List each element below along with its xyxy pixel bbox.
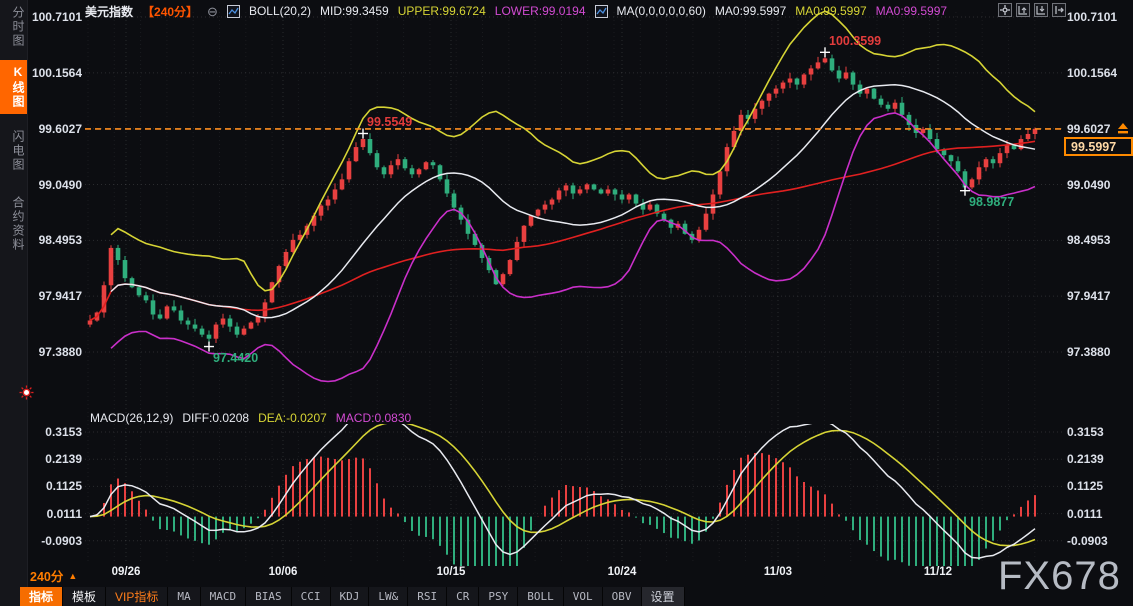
toolbar-tab-10[interactable]: RSI — [408, 587, 448, 606]
price-axis-label-left: 99.0490 — [38, 177, 82, 192]
macd-axis-label-right: -0.0903 — [1067, 533, 1108, 548]
toolbar-tab-6[interactable]: BIAS — [246, 587, 292, 606]
toolbar-tab-16[interactable]: 设置 — [641, 587, 685, 606]
price-axis-label-right: 97.9417 — [1067, 289, 1111, 304]
indicator-header: 美元指数 【240分】 ⊖ BOLL(20,2) MID:99.3459 UPP… — [85, 3, 947, 19]
toolbar-tab-15[interactable]: OBV — [602, 587, 642, 606]
extreme-label: 97.4420 — [213, 350, 259, 365]
sidebar-item-4[interactable]: 合约资料 — [11, 196, 25, 252]
price-axis-label-left: 99.6027 — [38, 121, 82, 136]
toolbar-tab-12[interactable]: PSY — [479, 587, 519, 606]
date-label: 10/15 — [436, 566, 466, 578]
toolbar-tab-4[interactable]: MA — [168, 587, 201, 606]
date-label: 11/03 — [763, 566, 793, 578]
period-selector-label: 240分 — [30, 570, 64, 584]
macd-axis-label-left: 0.3153 — [45, 425, 82, 439]
ma-params: MA(0,0,0,0,0,60) — [616, 4, 706, 18]
price-axis-label-right: 99.6027 — [1067, 121, 1111, 136]
ma0-value-3: MA0:99.5997 — [875, 4, 948, 18]
macd-axis-label-right: 0.2139 — [1067, 452, 1104, 467]
price-axis-label-left: 100.1564 — [31, 65, 82, 80]
watermark: FX678 — [998, 554, 1121, 598]
date-label: 11/12 — [923, 566, 953, 578]
macd-axis-label-left: -0.0903 — [41, 533, 82, 548]
macd-axis-label-right: 0.0111 — [1067, 506, 1103, 521]
period-label: 【240分】 — [142, 4, 199, 19]
pan-right-icon[interactable] — [1052, 3, 1066, 17]
toolbar-tab-2[interactable]: 模板 — [63, 587, 107, 606]
price-axis-label-left: 97.3880 — [38, 345, 82, 359]
macd-axis-label-right: 0.1125 — [1067, 479, 1104, 494]
chart-tools — [998, 3, 1066, 17]
price-axis-label-right: 100.7101 — [1067, 10, 1118, 24]
boll-mid-value: MID:99.3459 — [320, 4, 389, 18]
macd-axis-label-left: 0.1125 — [45, 479, 82, 494]
date-label: 09/26 — [111, 566, 141, 578]
macd-axis-label-right: 0.3153 — [1067, 425, 1104, 439]
price-axis-label-right: 98.4953 — [1067, 233, 1111, 248]
price-axis-label-right: 100.1564 — [1067, 65, 1118, 80]
sidebar-item-2[interactable]: K线图 — [0, 60, 27, 114]
scale-down-icon[interactable] — [1034, 3, 1048, 17]
price-alert-icon[interactable] — [1116, 122, 1130, 135]
macd-axis-label-left: 0.0111 — [46, 506, 82, 521]
crosshair-icon[interactable] — [998, 3, 1012, 17]
sidebar-item-3[interactable]: 闪电图 — [11, 130, 25, 172]
sidebar-item-1[interactable]: 分时图 — [11, 6, 25, 48]
date-label: 10/24 — [607, 566, 637, 578]
alert-icon[interactable] — [19, 385, 34, 400]
period-up-icon: ▲ — [68, 570, 78, 581]
collapse-icon[interactable]: ⊖ — [207, 3, 218, 19]
toolbar-tab-3[interactable]: VIP指标 — [106, 587, 169, 606]
toolbar-tab-11[interactable]: CR — [447, 587, 480, 606]
period-selector-button[interactable]: 240分 ▲ — [30, 566, 77, 585]
scale-up-icon[interactable] — [1016, 3, 1030, 17]
macd-header: MACD(26,12,9) DIFF:0.0208 DEA:-0.0207 MA… — [90, 411, 411, 425]
ma0-value-1: MA0:99.5997 — [714, 4, 787, 18]
extreme-label: 98.9877 — [969, 194, 1015, 209]
boll-params: BOLL(20,2) — [248, 4, 311, 18]
macd-axis-label-left: 0.2139 — [45, 452, 82, 467]
macd-dea-value: DEA:-0.0207 — [258, 411, 327, 425]
price-axis-label-right: 97.3880 — [1067, 345, 1111, 359]
extreme-label: 100.3599 — [829, 34, 882, 49]
toolbar-tab-5[interactable]: MACD — [200, 587, 247, 606]
price-axis-label-left: 100.7101 — [31, 10, 82, 24]
ma0-value-2: MA0:99.5997 — [795, 4, 867, 18]
toolbar-tab-14[interactable]: VOL — [563, 587, 603, 606]
macd-macd-value: MACD:0.0830 — [335, 411, 412, 425]
macd-params: MACD(26,12,9) — [90, 411, 174, 425]
boll-lower-value: LOWER:99.0194 — [494, 4, 586, 18]
toolbar-tab-13[interactable]: BOLL — [518, 587, 564, 606]
price-axis-label-right: 99.0490 — [1067, 177, 1111, 192]
macd-diff-value: DIFF:0.0208 — [182, 411, 250, 425]
price-axis-label-left: 97.9417 — [38, 289, 82, 304]
boll-upper-value: UPPER:99.6724 — [397, 4, 486, 18]
ma-indicator-icon[interactable] — [594, 4, 608, 18]
current-price-value: 99.5997 — [1071, 139, 1117, 154]
price-axis-label-left: 98.4953 — [38, 233, 82, 248]
boll-indicator-icon[interactable] — [226, 4, 240, 18]
toolbar-tab-8[interactable]: KDJ — [330, 587, 370, 606]
toolbar-tab-7[interactable]: CCI — [291, 587, 331, 606]
toolbar-tab-9[interactable]: LW& — [369, 587, 409, 606]
indicator-toolbar: 指标 模板 VIP指标 MA MACD BIAS CCI KDJ LW& RSI CR PSY BOLL… — [20, 587, 685, 606]
sidebar: 分时图 K线图闪电图合约资料 — [0, 0, 34, 606]
toolbar-tab-1[interactable]: 指标 — [20, 587, 64, 606]
symbol-title: 美元指数 — [85, 4, 134, 19]
extreme-label: 99.5549 — [367, 115, 413, 130]
current-price-box: 99.5997 — [1064, 137, 1133, 156]
date-label: 10/06 — [268, 566, 298, 578]
